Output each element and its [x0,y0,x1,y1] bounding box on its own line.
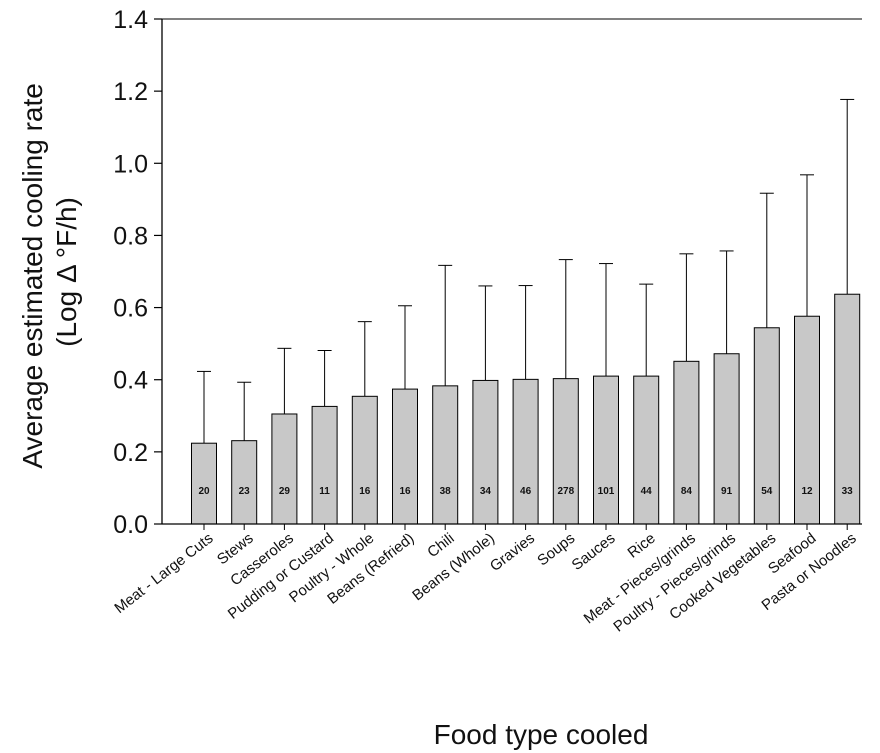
bar [472,379,499,525]
count-label: 16 [359,486,371,497]
count-label: 91 [721,486,733,497]
count-label: 16 [399,486,411,497]
bar [593,375,619,525]
count-label: 38 [440,486,452,497]
count-label: 46 [520,486,532,497]
count-label: 44 [641,486,653,497]
y-axis-title: Average estimated cooling rate (Log Δ °F… [17,75,82,468]
bar [191,442,217,525]
bar [713,353,740,525]
count-label: 33 [842,486,854,497]
category-label: Sauces [569,530,619,574]
bar [231,440,258,525]
count-label: 84 [681,486,693,497]
y-tick-label: 1.4 [113,6,148,34]
bars-group [191,293,861,525]
count-label: 278 [557,486,574,497]
bar [432,385,459,525]
y-axis-title-line1: Average estimated cooling rate [17,83,48,469]
y-axis-ticks: 0.0 0.2 0.4 0.6 0.8 1.0 1.2 1.4 [113,6,162,539]
category-label: Gravies [487,530,538,575]
bar [673,360,700,525]
bar [834,293,861,525]
count-labels-group: 20 23 29 11 16 16 38 34 46 278 101 44 84 91 54 12 33 [198,486,853,497]
count-label: 12 [801,486,813,497]
y-tick-label: 1.2 [113,78,148,106]
y-tick-label: 0.0 [113,511,148,539]
y-axis-title-line2: (Log Δ °F/h) [51,197,82,347]
count-label: 54 [761,486,773,497]
category-labels-group: Meat - Large CutsStewsCasserolesPudding … [111,524,860,636]
error-bars-group [197,98,855,444]
count-label: 29 [279,486,291,497]
bar [512,378,539,525]
y-tick-label: 0.2 [113,439,148,467]
count-label: 101 [598,486,615,497]
y-tick-label: 0.6 [113,295,148,323]
count-label: 34 [480,486,492,497]
bar [351,395,378,525]
category-label: Meat - Large Cuts [111,530,216,617]
bar [633,375,660,525]
y-tick-label: 1.0 [113,150,148,178]
bar [311,405,338,525]
count-label: 23 [239,486,251,497]
x-axis-title: Food type cooled [434,719,649,750]
y-tick-label: 0.4 [113,367,148,395]
bar [552,378,579,525]
bar [392,388,418,525]
axis-frame [161,18,862,525]
y-tick-label: 0.8 [113,222,148,250]
bar [271,413,298,525]
count-label: 20 [198,486,210,497]
count-label: 11 [319,486,330,497]
